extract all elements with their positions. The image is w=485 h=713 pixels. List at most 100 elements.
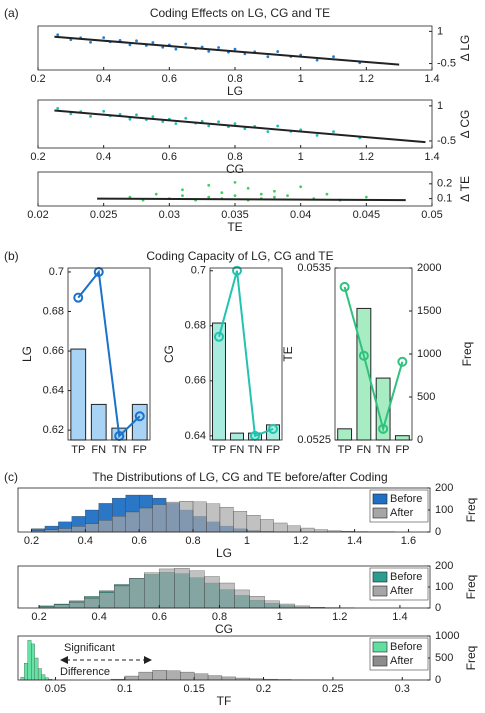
y-tick-label: 2000 bbox=[417, 262, 441, 274]
x-tick-label: 0.4 bbox=[96, 73, 111, 85]
scatter-point bbox=[325, 192, 329, 196]
scatter-point bbox=[128, 117, 132, 121]
histogram-bar bbox=[152, 504, 167, 533]
scatter-point bbox=[207, 195, 211, 199]
scatter-point bbox=[89, 114, 92, 118]
scatter-point bbox=[181, 188, 184, 192]
y-axis-label: LG bbox=[20, 346, 34, 362]
x-tick-label: 0.8 bbox=[212, 611, 227, 623]
line-marker bbox=[232, 265, 242, 276]
x-tick-label: 1.6 bbox=[401, 535, 416, 547]
histogram-bar bbox=[189, 570, 205, 609]
y-tick-label: 0.7 bbox=[49, 266, 64, 278]
x-tick-label: 0.2 bbox=[30, 151, 45, 163]
histogram-bar bbox=[273, 522, 288, 533]
x-tick-label: FP bbox=[133, 444, 147, 456]
histogram-bar bbox=[41, 674, 46, 681]
x-tick-label: 1.4 bbox=[392, 611, 407, 623]
scatter-point bbox=[315, 133, 319, 137]
x-tick-label: 0.6 bbox=[162, 151, 177, 163]
line-marker bbox=[339, 281, 350, 292]
y-tick-label: 1000 bbox=[417, 348, 441, 360]
x-tick-label: 0.8 bbox=[227, 73, 242, 85]
x-tick-label: 0.045 bbox=[353, 209, 381, 221]
histogram-bar bbox=[53, 604, 70, 609]
x-tick-label: 0.4 bbox=[96, 151, 111, 163]
line bbox=[343, 286, 404, 433]
y-axis-label: Freq bbox=[464, 575, 478, 600]
histogram-bar bbox=[159, 568, 175, 609]
arrowhead bbox=[144, 656, 152, 664]
histogram-bar bbox=[98, 520, 113, 533]
legend-swatch bbox=[372, 641, 388, 653]
histogram-bar bbox=[166, 670, 181, 681]
y-tick-label: 0 bbox=[435, 526, 441, 538]
section-title: Coding Effects on LG, CG and TE bbox=[150, 6, 330, 20]
histogram-bar bbox=[194, 673, 209, 681]
y-tick-label: 1 bbox=[437, 100, 443, 112]
y-tick-label: 0 bbox=[435, 602, 441, 614]
legend-swatch bbox=[372, 507, 388, 519]
x-tick-label: 1.2 bbox=[359, 73, 374, 85]
scatter-point bbox=[286, 194, 289, 198]
scatter-point bbox=[161, 120, 165, 123]
histogram-bar bbox=[165, 501, 180, 533]
scatter-point bbox=[364, 195, 368, 199]
histogram-bar bbox=[287, 525, 301, 533]
legend-label: Before bbox=[390, 571, 422, 583]
histogram-bar bbox=[68, 602, 85, 609]
scatter-point bbox=[273, 189, 276, 193]
scatter-point bbox=[151, 41, 155, 44]
scatter-point bbox=[102, 109, 106, 113]
bar bbox=[230, 432, 244, 441]
histogram-bar bbox=[300, 527, 315, 533]
scatter-point bbox=[233, 122, 237, 126]
y-tick-label: 100 bbox=[435, 581, 453, 593]
y-tick-label: 0.0525 bbox=[297, 434, 331, 446]
scatter-point bbox=[174, 47, 178, 51]
x-tick-label: 0.2 bbox=[256, 683, 271, 695]
histogram-bar bbox=[179, 501, 194, 533]
histogram-bar bbox=[129, 578, 145, 609]
legend-label: Before bbox=[390, 493, 422, 505]
scatter-point bbox=[69, 112, 73, 116]
section-title: Coding Capacity of LG, CG and TE bbox=[146, 249, 333, 263]
y-tick-label: 0.1 bbox=[437, 193, 452, 205]
x-tick-label: FN bbox=[230, 444, 245, 456]
histogram-bar bbox=[219, 582, 235, 609]
histogram-bar bbox=[139, 507, 153, 533]
x-tick-label: 1 bbox=[298, 73, 304, 85]
y-tick-label: 0.0535 bbox=[297, 262, 331, 274]
line-marker bbox=[73, 292, 84, 303]
x-tick-label: 1.4 bbox=[424, 73, 439, 85]
x-tick-label: 0.2 bbox=[24, 535, 39, 547]
scatter-point bbox=[233, 180, 237, 184]
y-tick-label: -0.5 bbox=[437, 135, 456, 147]
y-axis-label: Freq bbox=[460, 342, 474, 367]
histogram-bar bbox=[233, 511, 248, 533]
x-tick-label: 0.05 bbox=[421, 209, 442, 221]
line-marker bbox=[358, 350, 369, 361]
histogram-bar bbox=[279, 603, 295, 609]
legend-swatch bbox=[372, 655, 388, 667]
x-axis-label: CG bbox=[226, 162, 244, 176]
y-axis-label: CG bbox=[162, 345, 176, 363]
histogram-bar bbox=[138, 671, 153, 681]
x-tick-label: 1.2 bbox=[332, 611, 347, 623]
y-tick-label: 0.64 bbox=[185, 430, 206, 442]
histogram-bar bbox=[114, 585, 130, 609]
y-tick-label: 200 bbox=[435, 482, 453, 494]
histogram-bar bbox=[204, 576, 220, 609]
x-axis-label: LG bbox=[227, 84, 243, 98]
x-tick-label: 0.2 bbox=[30, 73, 45, 85]
annotation: Difference bbox=[60, 666, 110, 678]
x-tick-label: FP bbox=[395, 444, 409, 456]
histogram-bar bbox=[99, 592, 115, 609]
x-tick-label: 1 bbox=[298, 151, 304, 163]
x-tick-label: 0.15 bbox=[183, 683, 204, 695]
scatter-point bbox=[299, 185, 303, 189]
scatter-point bbox=[181, 194, 184, 198]
y-axis-label: Δ LG bbox=[458, 35, 472, 62]
histogram-bar bbox=[207, 675, 223, 681]
y-tick-label: 500 bbox=[417, 391, 435, 403]
